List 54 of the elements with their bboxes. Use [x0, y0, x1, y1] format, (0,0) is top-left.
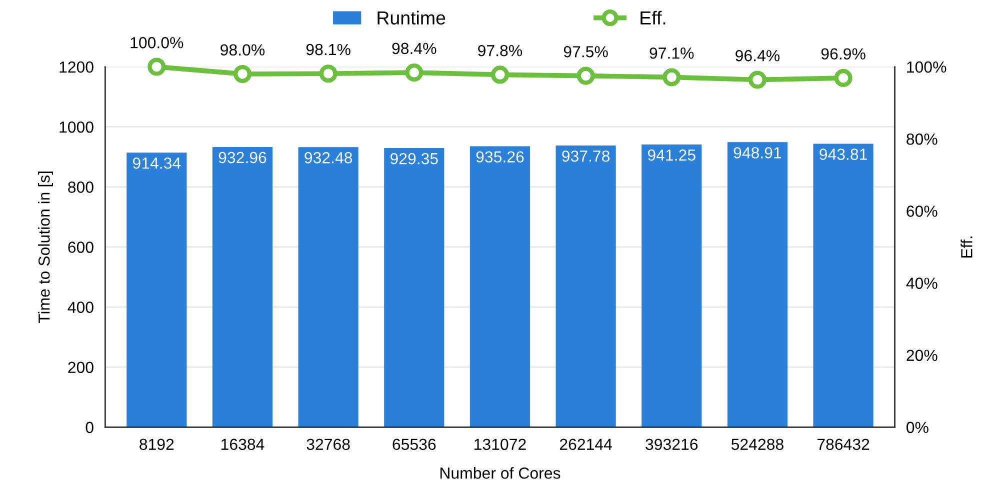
point — [233, 64, 252, 84]
data-label: 932.96 — [218, 152, 266, 164]
x-tick-label: 131072 — [474, 438, 526, 450]
x-axis-title: Number of Cores — [440, 467, 560, 479]
y2-tick-label: 80% — [906, 133, 938, 145]
data-label: 98.0% — [220, 44, 265, 56]
data-label: 932.48 — [304, 152, 352, 164]
point — [576, 66, 595, 85]
point — [319, 64, 338, 83]
data-label: 97.5% — [564, 46, 608, 58]
y-tick-label: 800 — [68, 182, 94, 193]
data-label: 941.25 — [648, 149, 696, 161]
point — [662, 68, 681, 86]
y-tick-label: 200 — [68, 362, 94, 374]
point — [490, 66, 509, 84]
y2-tick-label: 60% — [906, 206, 938, 217]
y2-axis-title: Eff. — [960, 236, 972, 258]
y2-tick-label: 40% — [906, 278, 938, 289]
y2-tick-label: 0% — [906, 422, 928, 434]
data-label: 98.4% — [392, 42, 436, 54]
x-tick-label: 8192 — [140, 438, 174, 450]
data-label: 97.1% — [650, 47, 694, 59]
point — [405, 64, 424, 82]
x-tick-label: 524288 — [731, 438, 784, 450]
data-label: 98.1% — [306, 44, 350, 56]
data-label: 97.8% — [478, 44, 522, 56]
data-label: 96.4% — [736, 50, 780, 62]
legend-label: Eff. — [640, 10, 666, 24]
data-label: 948.91 — [734, 147, 782, 158]
point — [148, 58, 166, 76]
y-tick-label: 400 — [68, 302, 94, 313]
x-tick-label: 393216 — [646, 438, 698, 450]
point — [748, 70, 766, 89]
point — [834, 68, 852, 87]
y2-tick-label: 100% — [907, 61, 946, 73]
y-axis-title: Time to Solution in [s] — [38, 172, 53, 324]
y-tick-label: 600 — [68, 242, 94, 253]
x-tick-label: 16384 — [221, 438, 264, 450]
data-label: 935.26 — [476, 151, 524, 163]
data-label: 96.9% — [821, 48, 866, 60]
y-tick-label: 1200 — [60, 61, 94, 73]
x-tick-label: 262144 — [560, 438, 612, 450]
data-label: 914.34 — [132, 157, 181, 169]
x-tick-label: 786432 — [817, 438, 870, 450]
legend-label: Runtime — [378, 10, 446, 25]
y2-tick-label: 20% — [906, 350, 938, 362]
data-label: 929.35 — [390, 152, 438, 164]
data-label: 937.78 — [562, 150, 610, 162]
x-tick-label: 32768 — [306, 438, 350, 450]
y-tick-label: 1000 — [60, 121, 94, 133]
data-label: 100.0% — [130, 37, 184, 48]
y-tick-label: 0 — [86, 422, 94, 434]
x-tick-label: 65536 — [392, 438, 436, 450]
data-label: 943.81 — [820, 148, 867, 160]
